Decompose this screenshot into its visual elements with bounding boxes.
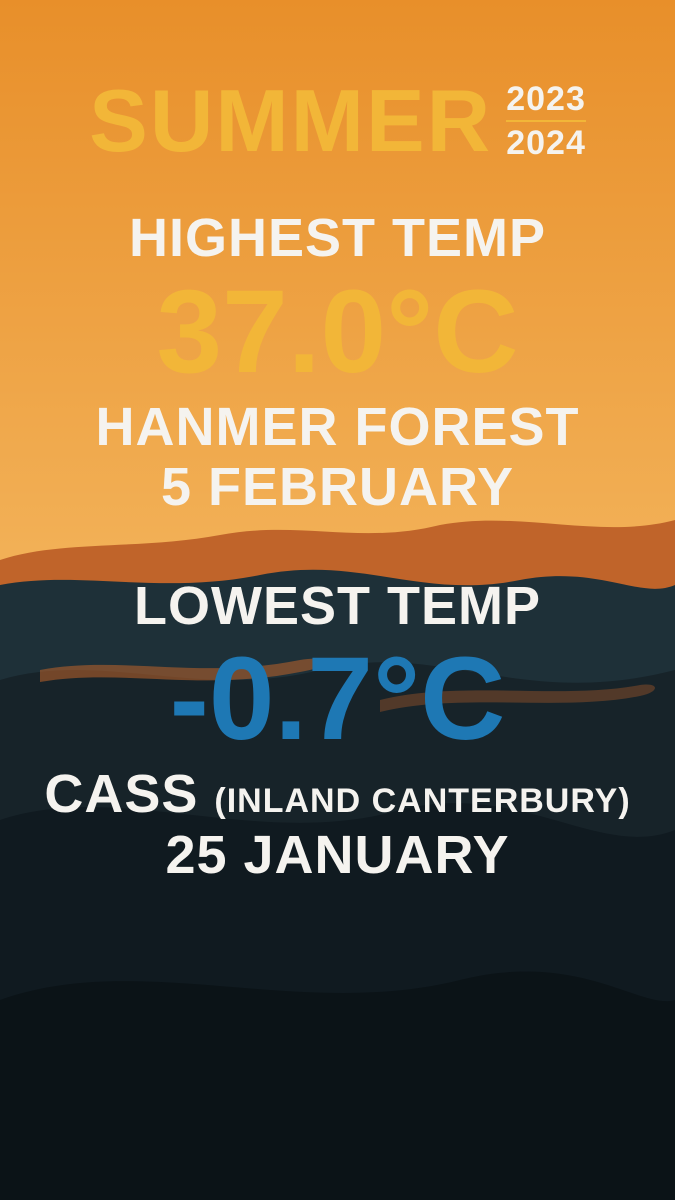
year-top: 2023 [506,82,586,116]
lowest-temp-section: LOWEST TEMP -0.7°C CASS (INLAND CANTERBU… [44,578,630,886]
season-years: 2023 2024 [506,82,586,160]
infographic-content: SUMMER 2023 2024 HIGHEST TEMP 37.0°C HAN… [0,0,675,1200]
lowest-location-sub: (INLAND CANTERBURY) [214,782,630,820]
highest-temp-section: HIGHEST TEMP 37.0°C HANMER FOREST 5 FEBR… [96,210,580,518]
lowest-value: -0.7°C [44,640,630,758]
season-title: SUMMER [89,70,492,172]
highest-location: HANMER FOREST [96,397,580,457]
lowest-label: LOWEST TEMP [44,578,630,635]
header: SUMMER 2023 2024 [89,70,586,172]
lowest-location-main: CASS [44,764,198,824]
year-bottom: 2024 [506,126,586,160]
highest-value: 37.0°C [96,273,580,391]
highest-location-main: HANMER FOREST [96,397,580,457]
year-divider [506,120,586,122]
lowest-date: 25 JANUARY [44,825,630,885]
highest-date: 5 FEBRUARY [96,457,580,517]
lowest-location: CASS (INLAND CANTERBURY) [44,764,630,824]
highest-label: HIGHEST TEMP [96,210,580,267]
